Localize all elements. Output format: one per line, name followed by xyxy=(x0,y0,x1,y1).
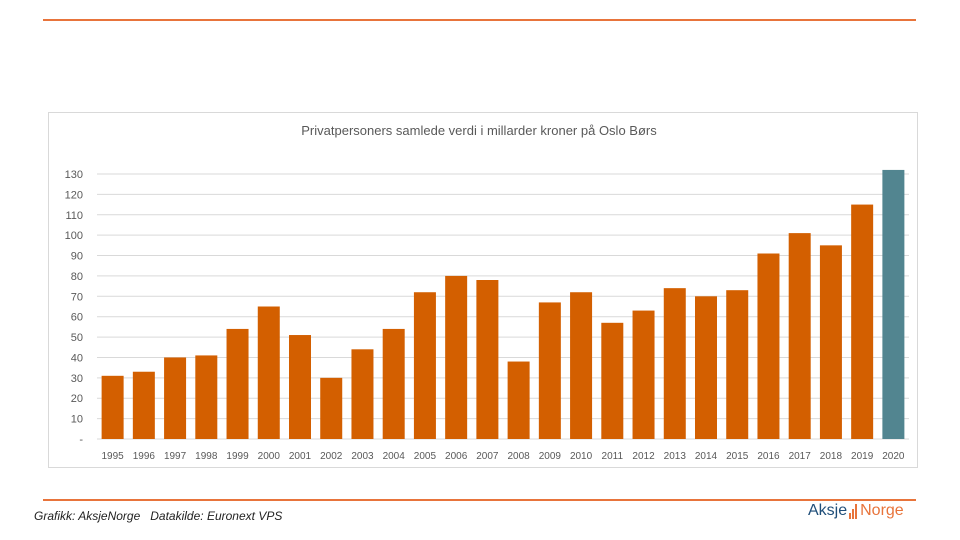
y-tick-label: 60 xyxy=(71,312,83,324)
x-tick-label: 1999 xyxy=(226,451,249,462)
x-tick-label: 1997 xyxy=(164,451,187,462)
x-tick-label: 2006 xyxy=(445,451,468,462)
bar-2007 xyxy=(476,280,499,439)
bar-2020 xyxy=(882,169,905,439)
footer-credit: Grafikk: AksjeNorge Datakilde: Euronext … xyxy=(34,509,283,523)
y-tick-label: 20 xyxy=(71,393,83,405)
y-tick-label: 70 xyxy=(71,291,83,303)
bar-2008 xyxy=(507,361,530,439)
x-tick-label: 2003 xyxy=(351,451,374,462)
chart-title: Privatpersoners samlede verdi i millarde… xyxy=(301,123,657,138)
x-tick-label: 2008 xyxy=(507,451,530,462)
y-tick-label: 120 xyxy=(65,189,83,201)
y-tick-label: 100 xyxy=(65,230,83,242)
bar-chart: Privatpersoners samlede verdi i millarde… xyxy=(65,123,909,462)
bar-2003 xyxy=(351,349,374,439)
x-tick-label: 2018 xyxy=(820,451,843,462)
bar-1999 xyxy=(226,328,249,439)
logo-text-aksje: Aksje xyxy=(808,502,848,519)
bar-2011 xyxy=(601,322,624,439)
x-tick-label: 2004 xyxy=(383,451,406,462)
x-tick-label: 2017 xyxy=(789,451,812,462)
y-tick-label: 80 xyxy=(71,271,83,283)
bar-2013 xyxy=(663,288,686,439)
x-tick-label: 1995 xyxy=(101,451,124,462)
bar-2005 xyxy=(413,292,436,439)
bar-2004 xyxy=(382,328,405,439)
bottom-rule xyxy=(43,499,916,501)
x-tick-label: 2000 xyxy=(258,451,281,462)
bar-1998 xyxy=(195,355,218,439)
bar-2015 xyxy=(726,290,749,439)
x-tick-label: 2019 xyxy=(851,451,874,462)
x-tick-label: 1998 xyxy=(195,451,218,462)
bar-2018 xyxy=(819,245,842,439)
y-tick-label: 40 xyxy=(71,352,83,364)
y-tick-label: - xyxy=(79,434,83,446)
bar-2001 xyxy=(289,335,311,439)
x-tick-label: 2009 xyxy=(539,451,562,462)
x-tick-label: 2012 xyxy=(632,451,655,462)
y-tick-label: 30 xyxy=(71,373,83,385)
y-tick-label: 110 xyxy=(65,210,83,222)
bar-1995 xyxy=(101,375,124,439)
bar-2000 xyxy=(257,306,280,439)
x-tick-label: 1996 xyxy=(133,451,156,462)
x-tick-label: 2015 xyxy=(726,451,749,462)
top-rule xyxy=(43,19,916,21)
chart-frame: Privatpersoners samlede verdi i millarde… xyxy=(48,112,918,468)
bar-2012 xyxy=(632,310,655,439)
x-tick-label: 2010 xyxy=(570,451,593,462)
bar-2006 xyxy=(445,275,468,439)
logo-text-norge: Norge xyxy=(860,502,904,519)
y-tick-label: 130 xyxy=(65,169,83,181)
bar-1997 xyxy=(164,357,187,439)
x-tick-label: 2007 xyxy=(476,451,499,462)
bar-2009 xyxy=(538,302,561,439)
aksjenorge-logo[interactable]: Aksje Norge xyxy=(808,502,904,520)
bar-2002 xyxy=(320,377,343,439)
x-tick-label: 2016 xyxy=(757,451,780,462)
y-tick-label: 10 xyxy=(71,414,83,426)
x-tick-label: 2020 xyxy=(882,451,905,462)
bar-2014 xyxy=(695,296,717,439)
y-tick-label: 50 xyxy=(71,332,83,344)
x-tick-label: 2014 xyxy=(695,451,718,462)
x-tick-label: 2001 xyxy=(289,451,312,462)
bar-2019 xyxy=(851,204,874,439)
bar-2016 xyxy=(757,253,780,439)
x-tick-label: 2002 xyxy=(320,451,343,462)
bar-1996 xyxy=(132,371,155,439)
logo-bars-icon xyxy=(849,503,858,519)
x-tick-label: 2011 xyxy=(602,451,624,462)
bar-2010 xyxy=(570,292,593,439)
bar-2017 xyxy=(788,233,811,439)
x-tick-label: 2005 xyxy=(414,451,437,462)
y-tick-label: 90 xyxy=(71,251,83,263)
x-tick-label: 2013 xyxy=(664,451,687,462)
